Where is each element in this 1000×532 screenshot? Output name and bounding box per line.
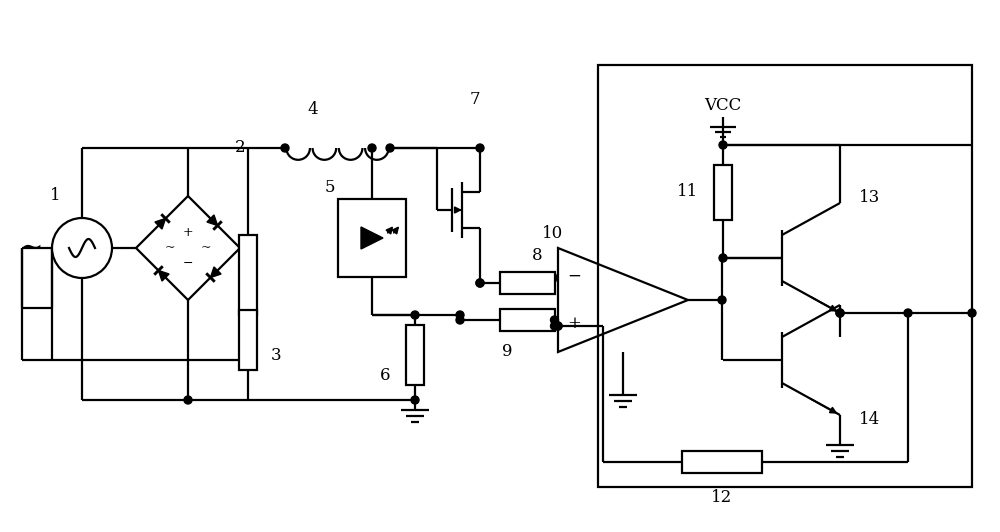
Bar bbox=[500, 272, 554, 294]
Text: 5: 5 bbox=[325, 179, 335, 196]
Circle shape bbox=[368, 144, 376, 152]
Text: 7: 7 bbox=[470, 92, 480, 109]
Text: 9: 9 bbox=[502, 344, 512, 361]
Circle shape bbox=[719, 254, 727, 262]
Circle shape bbox=[476, 279, 484, 287]
Text: 4: 4 bbox=[308, 102, 318, 119]
Text: 3: 3 bbox=[271, 346, 281, 363]
Circle shape bbox=[718, 296, 726, 304]
Text: +: + bbox=[567, 315, 581, 332]
Text: −: − bbox=[183, 257, 193, 270]
Circle shape bbox=[904, 309, 912, 317]
Circle shape bbox=[476, 279, 484, 287]
Bar bbox=[338, 199, 406, 277]
Circle shape bbox=[52, 218, 112, 278]
Circle shape bbox=[836, 309, 844, 317]
Circle shape bbox=[184, 396, 192, 404]
Circle shape bbox=[836, 309, 844, 317]
Circle shape bbox=[386, 144, 394, 152]
Circle shape bbox=[476, 144, 484, 152]
Text: ~: ~ bbox=[20, 235, 44, 262]
Bar bbox=[714, 164, 732, 220]
Text: ~: ~ bbox=[165, 242, 175, 254]
Polygon shape bbox=[361, 227, 383, 249]
Text: 8: 8 bbox=[532, 246, 542, 263]
Circle shape bbox=[411, 311, 419, 319]
Polygon shape bbox=[210, 267, 221, 278]
Circle shape bbox=[456, 316, 464, 324]
Circle shape bbox=[554, 322, 562, 330]
Text: 11: 11 bbox=[677, 184, 699, 201]
Circle shape bbox=[281, 144, 289, 152]
Circle shape bbox=[719, 141, 727, 149]
Text: 12: 12 bbox=[711, 488, 733, 505]
Circle shape bbox=[554, 322, 562, 330]
Bar bbox=[239, 310, 257, 370]
Bar bbox=[682, 451, 762, 473]
Text: 6: 6 bbox=[380, 367, 390, 384]
Text: ~: ~ bbox=[201, 242, 211, 254]
Text: +: + bbox=[183, 226, 193, 239]
Text: 10: 10 bbox=[542, 226, 564, 243]
Circle shape bbox=[550, 322, 558, 330]
Circle shape bbox=[411, 396, 419, 404]
Text: −: − bbox=[567, 268, 581, 285]
Bar bbox=[406, 325, 424, 385]
Text: 2: 2 bbox=[235, 139, 245, 156]
Bar bbox=[598, 65, 972, 487]
Text: VCC: VCC bbox=[704, 96, 742, 113]
Text: 1: 1 bbox=[50, 187, 60, 204]
Text: 14: 14 bbox=[859, 411, 881, 428]
Polygon shape bbox=[207, 215, 218, 226]
Polygon shape bbox=[158, 270, 169, 281]
Circle shape bbox=[550, 316, 558, 324]
Bar bbox=[500, 309, 554, 331]
Bar bbox=[239, 235, 257, 315]
Circle shape bbox=[968, 309, 976, 317]
Polygon shape bbox=[155, 219, 166, 229]
Circle shape bbox=[456, 311, 464, 319]
Text: 13: 13 bbox=[859, 189, 881, 206]
